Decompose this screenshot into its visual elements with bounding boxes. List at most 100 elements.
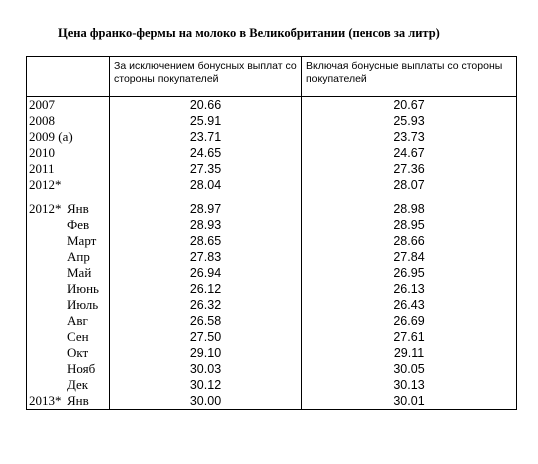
monthly-row: 2013* Янв 30.00 30.01 <box>26 393 517 410</box>
row-label: Май <box>26 265 110 281</box>
value-excl-bonus: 27.83 <box>109 249 302 265</box>
value-excl-bonus: 26.94 <box>109 265 302 281</box>
month-label: Янв <box>67 201 89 216</box>
row-label: Фев <box>26 217 110 233</box>
annual-row: 2012* 28.04 28.07 <box>26 177 517 193</box>
value-excl-bonus: 28.97 <box>109 201 302 217</box>
row-label: 2012* <box>26 177 110 193</box>
annual-row: 2008 25.91 25.93 <box>26 113 517 129</box>
value-excl-bonus: 24.65 <box>109 145 302 161</box>
monthly-row: Фев 28.93 28.95 <box>26 217 517 233</box>
value-incl-bonus: 20.67 <box>301 96 517 113</box>
value-excl-bonus: 25.91 <box>109 113 302 129</box>
value-excl-bonus: 26.12 <box>109 281 302 297</box>
month-label: Март <box>67 233 97 248</box>
year-label: 2009 (a) <box>29 129 73 144</box>
month-label: Нояб <box>67 361 96 376</box>
monthly-row: Май 26.94 26.95 <box>26 265 517 281</box>
value-excl-bonus: 20.66 <box>109 96 302 113</box>
row-label: Авг <box>26 313 110 329</box>
row-label: 2010 <box>26 145 110 161</box>
header-row: За исключением бонусных выплат со сторон… <box>26 56 517 97</box>
year-label: 2010 <box>29 145 55 160</box>
row-label: 2008 <box>26 113 110 129</box>
header-incl-bonus: Включая бонусные выплаты со стороны поку… <box>301 56 517 97</box>
value-excl-bonus: 27.35 <box>109 161 302 177</box>
value-incl-bonus: 28.66 <box>301 233 517 249</box>
value-incl-bonus: 26.43 <box>301 297 517 313</box>
monthly-row: Дек 30.12 30.13 <box>26 377 517 393</box>
month-label: Сен <box>67 329 89 344</box>
value-excl-bonus: 29.10 <box>109 345 302 361</box>
month-label: Апр <box>67 249 90 264</box>
month-label: Фев <box>67 217 90 232</box>
row-label: 2009 (a) <box>26 129 110 145</box>
header-excl-bonus: За исключением бонусных выплат со сторон… <box>109 56 302 97</box>
milk-price-table: За исключением бонусных выплат со сторон… <box>26 56 517 410</box>
year-label: 2013* <box>29 393 62 408</box>
month-label: Окт <box>67 345 89 360</box>
value-incl-bonus: 27.84 <box>301 249 517 265</box>
table-title: Цена франко-фермы на молоко в Великобрит… <box>58 26 440 40</box>
value-incl-bonus: 30.13 <box>301 377 517 393</box>
year-label: 2012* <box>29 177 62 192</box>
value-incl-bonus: 28.95 <box>301 217 517 233</box>
value-excl-bonus: 26.58 <box>109 313 302 329</box>
monthly-row: Июнь 26.12 26.13 <box>26 281 517 297</box>
value-incl-bonus: 26.95 <box>301 265 517 281</box>
row-label: 2011 <box>26 161 110 177</box>
value-excl-bonus: 28.93 <box>109 217 302 233</box>
value-incl-bonus: 27.61 <box>301 329 517 345</box>
value-incl-bonus: 24.67 <box>301 145 517 161</box>
value-excl-bonus: 30.03 <box>109 361 302 377</box>
monthly-row: Сен 27.50 27.61 <box>26 329 517 345</box>
row-label: Апр <box>26 249 110 265</box>
row-label: Нояб <box>26 361 110 377</box>
annual-row: 2007 20.66 20.67 <box>26 96 517 113</box>
value-excl-bonus: 30.00 <box>109 393 302 410</box>
year-label: 2007 <box>29 97 55 112</box>
monthly-row: Окт 29.10 29.11 <box>26 345 517 361</box>
monthly-row: 2012* Янв 28.97 28.98 <box>26 201 517 217</box>
year-label: 2012* <box>29 201 62 216</box>
value-incl-bonus: 28.98 <box>301 201 517 217</box>
monthly-row: Апр 27.83 27.84 <box>26 249 517 265</box>
row-label: 2013* Янв <box>26 393 110 410</box>
row-label: Сен <box>26 329 110 345</box>
value-excl-bonus: 27.50 <box>109 329 302 345</box>
spacer-cell <box>109 193 302 201</box>
header-blank-cell <box>26 56 110 97</box>
row-label: Июль <box>26 297 110 313</box>
value-incl-bonus: 26.69 <box>301 313 517 329</box>
year-label: 2011 <box>29 161 55 176</box>
value-incl-bonus: 28.07 <box>301 177 517 193</box>
value-excl-bonus: 23.71 <box>109 129 302 145</box>
value-incl-bonus: 27.36 <box>301 161 517 177</box>
row-label: Дек <box>26 377 110 393</box>
value-excl-bonus: 28.65 <box>109 233 302 249</box>
value-incl-bonus: 26.13 <box>301 281 517 297</box>
value-excl-bonus: 30.12 <box>109 377 302 393</box>
value-incl-bonus: 29.11 <box>301 345 517 361</box>
month-label: Июль <box>67 297 99 312</box>
annual-row: 2009 (a) 23.71 23.73 <box>26 129 517 145</box>
month-label: Дек <box>67 377 89 392</box>
month-label: Май <box>67 265 92 280</box>
annual-row: 2010 24.65 24.67 <box>26 145 517 161</box>
row-label: 2012* Янв <box>26 201 110 217</box>
value-incl-bonus: 25.93 <box>301 113 517 129</box>
spacer-cell <box>26 193 110 201</box>
month-label: Авг <box>67 313 88 328</box>
spacer-cell <box>301 193 517 201</box>
month-label: Июнь <box>67 281 99 296</box>
value-incl-bonus: 23.73 <box>301 129 517 145</box>
row-label: Март <box>26 233 110 249</box>
value-incl-bonus: 30.01 <box>301 393 517 410</box>
spacer-row <box>26 193 517 201</box>
table-body: 2007 20.66 20.67 2008 25.91 25.93 2009 (a) 23.7… <box>26 96 517 410</box>
monthly-row: Июль 26.32 26.43 <box>26 297 517 313</box>
row-label: Окт <box>26 345 110 361</box>
value-excl-bonus: 26.32 <box>109 297 302 313</box>
value-excl-bonus: 28.04 <box>109 177 302 193</box>
monthly-row: Март 28.65 28.66 <box>26 233 517 249</box>
